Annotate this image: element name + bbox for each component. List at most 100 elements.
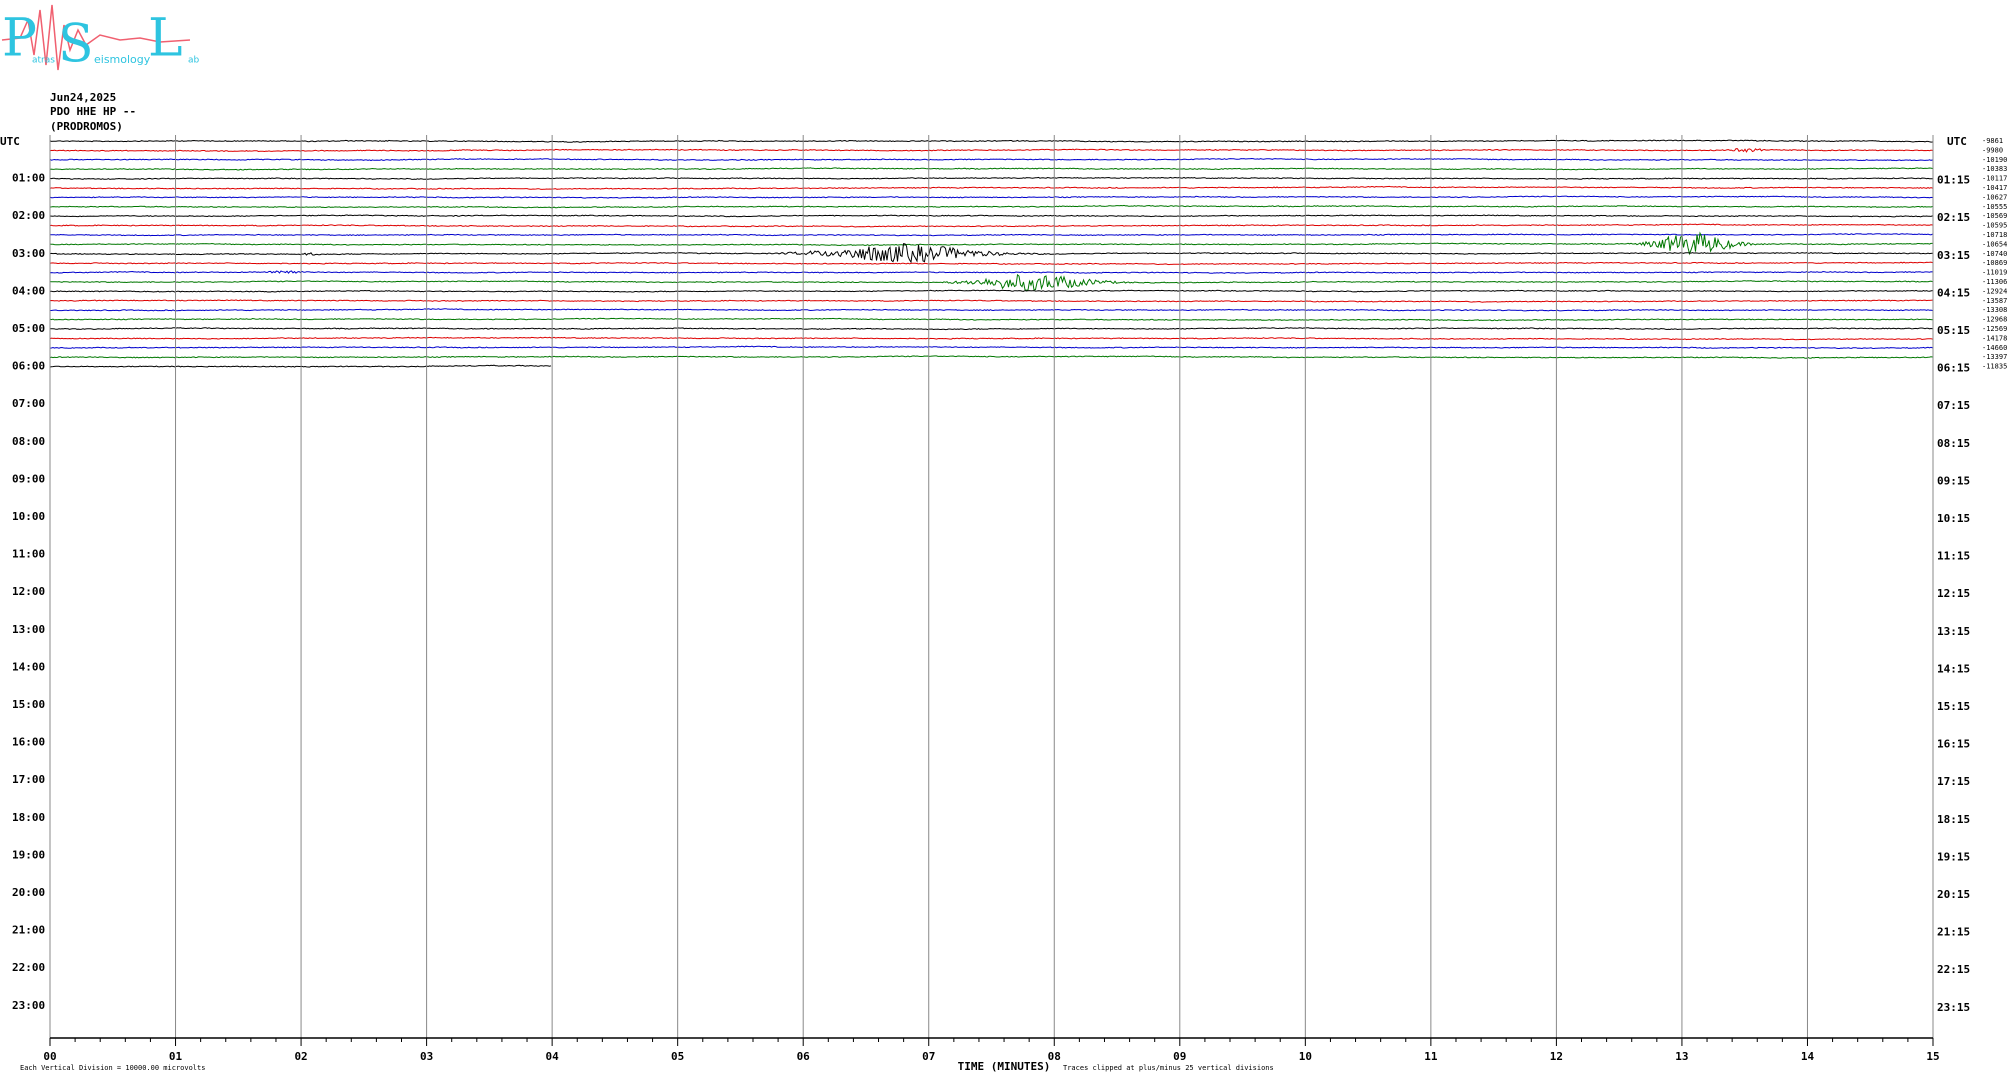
x-tick-label: 06 [797, 1050, 811, 1063]
right-hour-label: 18:15 [1937, 813, 1970, 826]
right-hour-label: 09:15 [1937, 474, 1970, 487]
x-tick-label: 00 [43, 1050, 56, 1063]
station: PDO HHE HP -- [50, 105, 136, 118]
trace-offset: -13397 [1982, 353, 2007, 361]
trace-offset: -10555 [1982, 203, 2007, 211]
trace [49, 243, 1933, 264]
trace-offset: -11306 [1982, 278, 2007, 286]
right-hour-label: 22:15 [1937, 963, 1970, 976]
trace-offset: -10595 [1982, 222, 2007, 230]
left-hour-label: 04:00 [12, 284, 45, 297]
trace [49, 270, 1933, 274]
logo-wave [1, 4, 191, 71]
trace [49, 185, 1933, 190]
right-hour-label: 02:15 [1937, 211, 1970, 224]
trace-offset: -14178 [1982, 334, 2007, 342]
trace-offset: -12968 [1982, 316, 2007, 324]
left-hour-label: 09:00 [12, 472, 45, 485]
logo-letter: S [58, 15, 94, 75]
left-hour-label: 03:00 [12, 247, 45, 260]
trace-offset: -10869 [1982, 259, 2007, 267]
trace [49, 317, 1933, 322]
trace [49, 299, 1933, 303]
trace-offset: -9980 [1982, 146, 2003, 154]
trace-offset: -10417 [1982, 184, 2007, 192]
trace-offset: -10740 [1982, 250, 2007, 258]
right-hour-label: 06:15 [1937, 362, 1970, 375]
left-hour-label: 05:00 [12, 322, 45, 335]
left-hour-label: 18:00 [12, 811, 45, 824]
x-tick-label: 10 [1299, 1050, 1312, 1063]
logo-letter: L [148, 9, 183, 69]
x-tick-label: 08 [1048, 1050, 1061, 1063]
right-hour-label: 04:15 [1937, 286, 1970, 299]
left-title: UTC [0, 135, 20, 148]
left-hour-label: 08:00 [12, 435, 45, 448]
right-hour-label: 15:15 [1937, 700, 1970, 713]
trace-offset: -10117 [1982, 175, 2007, 183]
right-hour-label: 03:15 [1937, 249, 1970, 262]
trace [49, 223, 1933, 228]
clip-note: Traces clipped at plus/minus 25 vertical… [1063, 1064, 1274, 1072]
x-tick-label: 07 [922, 1050, 935, 1063]
right-hour-label: 13:15 [1937, 625, 1970, 638]
traces [49, 139, 1933, 368]
right-title: UTC [1947, 135, 1967, 148]
trace [49, 289, 1933, 293]
right-hour-label: 01:15 [1937, 174, 1970, 187]
date: Jun24,2025 [50, 91, 116, 104]
x-tick-label: 11 [1424, 1050, 1438, 1063]
right-hour-label: 05:15 [1937, 324, 1970, 337]
x-tick-label: 09 [1173, 1050, 1186, 1063]
left-hour-label: 23:00 [12, 999, 45, 1012]
x-tick-label: 05 [671, 1050, 684, 1063]
trace [49, 261, 1933, 266]
trace [49, 355, 1933, 359]
left-hour-label: 19:00 [12, 848, 45, 861]
trace-offset: -9861 [1982, 137, 2003, 145]
right-hour-label: 10:15 [1937, 512, 1970, 525]
trace-offset: -12924 [1982, 287, 2007, 295]
site: (PRODROMOS) [50, 120, 123, 133]
left-hour-label: 14:00 [12, 660, 45, 673]
trace [49, 214, 1933, 218]
x-axis-title: TIME (MINUTES) [958, 1060, 1051, 1073]
trace-offset: -10718 [1982, 231, 2007, 239]
logo-letter: P [2, 9, 37, 69]
right-hour-label: 20:15 [1937, 888, 1970, 901]
left-hour-label: 15:00 [12, 698, 45, 711]
trace-offset: -10383 [1982, 165, 2007, 173]
trace [50, 308, 1933, 312]
trace [49, 336, 1933, 341]
trace [49, 176, 1933, 180]
trace-offset: -13587 [1982, 297, 2007, 305]
left-hour-label: 07:00 [12, 397, 45, 410]
x-tick-label: 02 [294, 1050, 307, 1063]
left-hour-label: 12:00 [12, 585, 45, 598]
trace [49, 195, 1933, 199]
trace-offset: -13308 [1982, 306, 2007, 314]
trace [49, 273, 1933, 291]
right-hour-label: 07:15 [1937, 399, 1970, 412]
right-hour-label: 19:15 [1937, 850, 1970, 863]
right-hour-label: 12:15 [1937, 587, 1970, 600]
left-hour-label: 01:00 [12, 172, 45, 185]
trace [49, 157, 1933, 162]
left-hour-label: 20:00 [12, 886, 45, 899]
x-tick-label: 12 [1550, 1050, 1563, 1063]
trace-offset: -10654 [1982, 240, 2007, 248]
right-hour-label: 08:15 [1937, 437, 1970, 450]
trace [49, 345, 1933, 350]
logo-word: ab [188, 56, 200, 66]
trace-offset: -14660 [1982, 344, 2007, 352]
trace [49, 139, 1933, 143]
right-hour-label: 11:15 [1937, 550, 1970, 563]
x-tick-label: 04 [546, 1050, 560, 1063]
left-hour-label: 10:00 [12, 510, 45, 523]
trace [49, 148, 1933, 153]
trace-offset: -11835 [1982, 363, 2007, 371]
logo-word: atras [32, 56, 55, 66]
left-hour-label: 11:00 [12, 548, 45, 561]
x-tick-label: 15 [1926, 1050, 1939, 1063]
